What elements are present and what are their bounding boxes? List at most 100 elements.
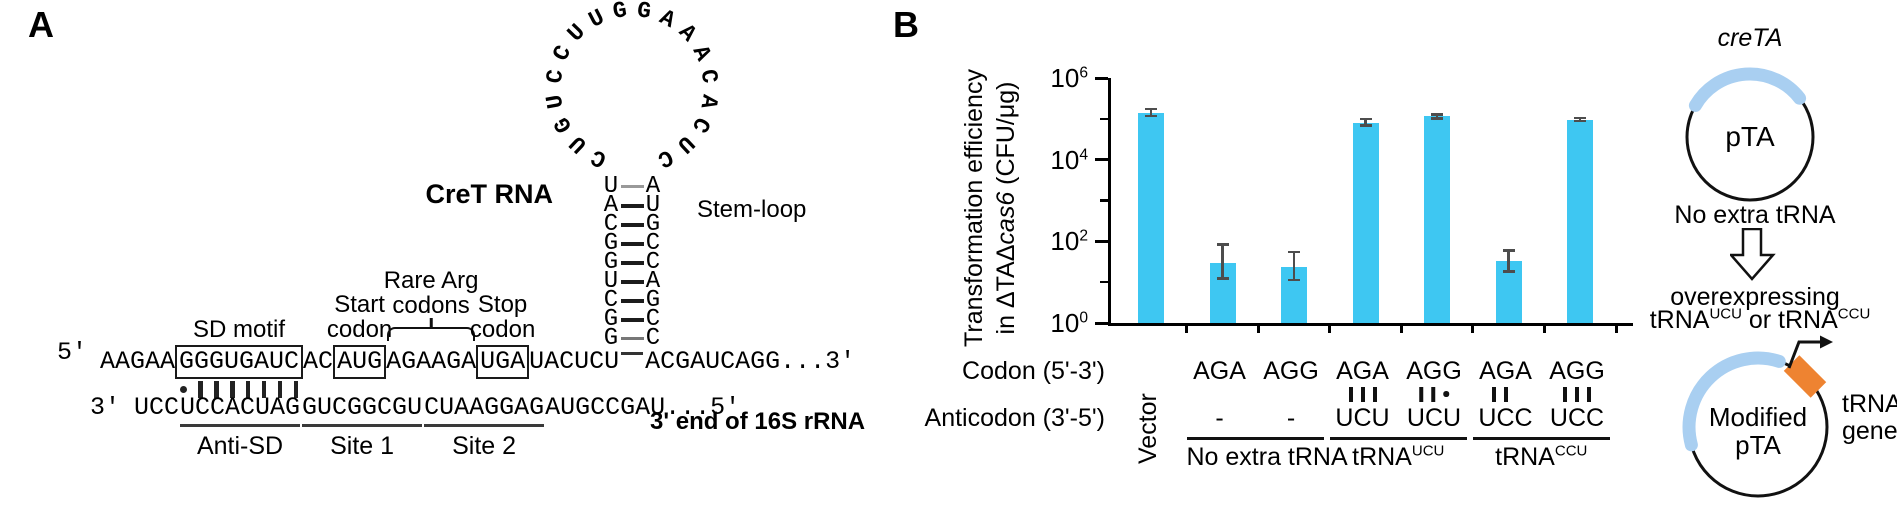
stem-bond-7 [621, 318, 644, 322]
pairing-bar [1575, 386, 1579, 402]
error-cap-top-0 [1145, 107, 1157, 111]
pta-plasmid-diagram [1685, 67, 1815, 202]
y-tick-label-6: 106 [1050, 63, 1088, 93]
pairing-bar [1491, 386, 1496, 402]
y-axis-label-part: (CFU/μg) [992, 81, 1020, 192]
loop-letter-3: U [541, 92, 570, 111]
y-axis-label: Transformation efficiency in ΔTAΔcas6 (C… [958, 28, 1024, 388]
rrna-segment-4: AUGCCGAU [545, 393, 666, 422]
error-line-1 [1221, 244, 1224, 279]
stem-left-6: C [603, 287, 619, 314]
stem-bond-5 [621, 280, 644, 284]
stem-bond-1 [621, 204, 644, 208]
anticodon-label-5: UCC [1478, 404, 1533, 432]
pairing-bar [214, 380, 219, 398]
stem-right-1: U [645, 192, 661, 219]
three-prime-label: 3' [90, 393, 121, 422]
stem-bond-8 [621, 337, 644, 340]
loop-letter-12: A [686, 41, 717, 66]
error-cap-top-1 [1216, 243, 1229, 246]
stem-bond-3 [621, 242, 644, 246]
anticodon-label-2: - [1286, 404, 1296, 432]
stem-bond-4 [621, 261, 644, 265]
rrna-3end-label: 3' end of 16S rRNA [650, 408, 866, 435]
trna-variants-label: tRNAUCU or tRNACCU [1633, 306, 1887, 335]
creta-gene-arc-modified [1682, 351, 1786, 452]
error-cap-bottom-1 [1216, 277, 1229, 280]
y-axis-label-line1: Transformation efficiency [960, 69, 988, 347]
group-label-1: tRNAUCU [1352, 442, 1445, 471]
down-arrow-icon [1730, 228, 1776, 281]
loop-letter-9: G [635, 0, 654, 25]
codon-anticodon-marks-3 [1348, 386, 1377, 402]
bar-chart [1108, 78, 1633, 333]
error-cap-top-2 [1288, 250, 1300, 254]
base-pair-bond [621, 338, 644, 368]
pairing-bar [198, 380, 203, 398]
stem-left-1: A [603, 192, 619, 219]
x-tick-1 [1256, 324, 1260, 333]
error-cap-bottom-6 [1574, 119, 1586, 123]
stem-left-3: G [603, 230, 619, 257]
y-major-tick-2 [1095, 239, 1108, 243]
error-cap-bottom-3 [1359, 124, 1372, 127]
y-minor-tick-3 [1100, 199, 1108, 202]
sequence-segment-5: UGA Stop codon [470, 292, 535, 379]
wobble-dot [180, 385, 188, 393]
sequence-segment-3: AUG Start codon [327, 292, 392, 379]
bond-dash [621, 352, 644, 355]
loop-letter-17: C [652, 143, 677, 173]
stem-loop-label: Stem-loop [697, 196, 807, 223]
loop-letter-16: U [671, 129, 700, 159]
pta-name-label: pTA [1725, 121, 1775, 152]
cret-rna-label: CreT RNA [425, 179, 553, 209]
sequence-segment-1: GGGUGAUC SD motif [175, 317, 304, 398]
error-cap-bottom-2 [1288, 278, 1300, 282]
anticodon-row-label: Anticodon (3'-5') [924, 404, 1105, 432]
x-tick-4 [1471, 324, 1475, 333]
y-axis-label-line2: in ΔTAΔcas6 (CFU/μg) [990, 28, 1022, 388]
rare-arg-brace-tick [429, 318, 433, 329]
stem-bond-0 [621, 185, 644, 188]
creta-gene-label: creTA [1717, 24, 1783, 52]
error-cap-top-3 [1359, 117, 1372, 121]
loop-letter-14: A [694, 92, 723, 111]
y-minor-tick-1 [1100, 280, 1108, 284]
no-extra-trna-caption: No extra tRNA [1674, 201, 1836, 229]
rare-annotation-label: Rare Arg codons [383, 267, 479, 319]
rrna-segment-5: ...5' [665, 393, 741, 422]
codon-anticodon-marks-5 [1491, 386, 1520, 402]
error-line-3 [1364, 118, 1367, 126]
stem-right-2: G [645, 211, 661, 238]
vector-label: Vector [1134, 393, 1162, 464]
trna-variant-part: CCU [1837, 305, 1871, 323]
loop-letter-8: G [610, 0, 629, 25]
bar-3 [1352, 122, 1379, 323]
stem-bond-6 [621, 299, 644, 303]
codon-label-3: AGA [1336, 357, 1389, 385]
trna-gene-box [1783, 355, 1827, 398]
pairing-gap [1516, 387, 1520, 402]
anticodon-label-1: - [1215, 404, 1224, 432]
bar-0 [1138, 112, 1164, 323]
stop-annotation-label: Stop codon [469, 291, 536, 343]
error-cap-top-5 [1502, 249, 1515, 252]
pairing-bar [245, 380, 251, 398]
pairing-bar [1360, 386, 1365, 402]
y-minor-tick-5 [1100, 117, 1108, 121]
anticodon-label-4: UCU [1406, 404, 1462, 432]
pairing-bar [293, 380, 299, 398]
pairing-bar [230, 380, 235, 398]
region-label: Anti-SD [196, 432, 284, 460]
sequence-segment-2: AC [303, 347, 334, 376]
modified-pta-name-line2: pTA [1735, 430, 1781, 460]
stem-right-5: A [645, 268, 661, 295]
loop-letter-0: C [587, 143, 611, 173]
region-label: Site 2 [452, 432, 517, 460]
sequence-segment-4: AGAAGA Rare Arg codons [383, 267, 479, 376]
stem-right-4: C [645, 249, 661, 276]
stem-bond-2 [621, 223, 644, 227]
stem-right-0: A [645, 173, 661, 200]
rrna-segment-0: UCC [134, 393, 180, 422]
x-tick-0 [1185, 324, 1189, 333]
